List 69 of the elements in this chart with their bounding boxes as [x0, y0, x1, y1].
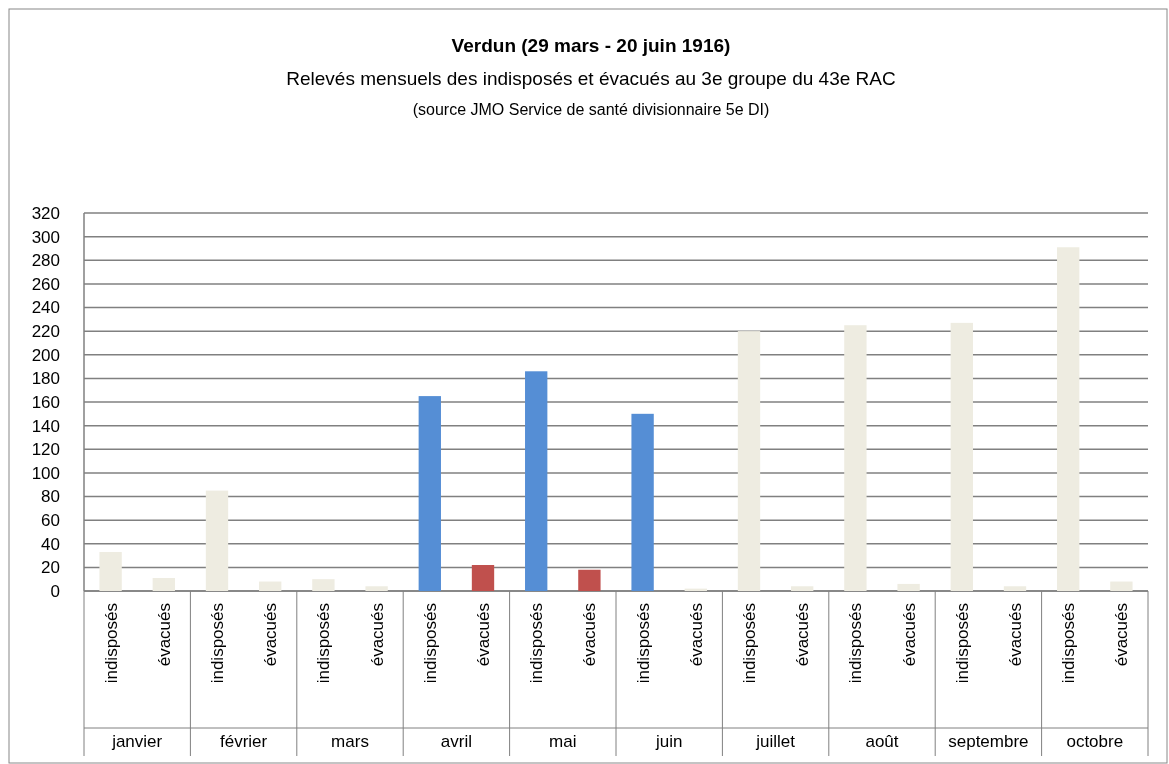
bar: [471, 565, 495, 591]
text: octobre: [1066, 732, 1124, 751]
bar: [152, 578, 175, 591]
bar: [844, 325, 867, 591]
x-tick-label: évacués: [367, 603, 387, 667]
x-tick-label: indisposés: [420, 603, 440, 684]
x-tick-label: indisposés: [314, 603, 334, 684]
bar: [791, 586, 814, 591]
y-tick-label: 260: [31, 274, 60, 294]
text: septembre: [948, 732, 1029, 751]
text: juillet: [755, 732, 796, 751]
x-tick-label: indisposés: [527, 603, 547, 684]
text: février: [219, 732, 268, 751]
y-tick-label: 200: [31, 345, 60, 365]
x-tick-label: évacués: [473, 603, 493, 667]
y-tick-label: 20: [41, 558, 60, 578]
y-tick-label: 240: [31, 298, 60, 318]
y-tick-label: 300: [31, 227, 60, 247]
bar: [525, 371, 548, 591]
bar: [365, 586, 388, 591]
bar: [205, 490, 229, 591]
bar: [1057, 247, 1080, 591]
y-tick-label: 320: [31, 203, 60, 223]
y-tick-label: 140: [31, 416, 60, 436]
x-tick-label: évacués: [154, 603, 174, 667]
text: août: [865, 732, 899, 751]
bar: [1110, 581, 1133, 591]
x-tick-label: évacués: [1005, 603, 1025, 667]
x-tick-label: indisposés: [101, 603, 121, 684]
x-tick-label: indisposés: [846, 603, 866, 684]
x-tick-label: indisposés: [952, 603, 972, 684]
y-tick-label: 220: [31, 322, 60, 342]
y-tick-label: 100: [31, 463, 60, 483]
x-tick-label: indisposés: [207, 603, 227, 684]
bar: [259, 581, 282, 591]
y-tick-label: 40: [41, 534, 60, 554]
bar: [737, 331, 761, 591]
bar: [631, 413, 654, 591]
x-tick-label: évacués: [686, 603, 706, 667]
chart-subtitle: Relevés mensuels des indisposés et évacués au 3e groupe du 43e RAC: [286, 68, 896, 89]
x-tick-label: évacués: [1112, 603, 1132, 667]
y-tick-label: 60: [41, 511, 60, 531]
x-tick-label: évacués: [793, 603, 813, 667]
y-tick-label: 0: [50, 581, 60, 601]
text: avril: [440, 732, 472, 751]
bar: [950, 322, 973, 591]
x-tick-label: évacués: [261, 603, 281, 667]
y-tick-label: 160: [31, 392, 60, 412]
x-tick-label: évacués: [580, 603, 600, 667]
bar: [418, 396, 441, 591]
bar: [897, 583, 920, 591]
text: mars: [331, 732, 369, 751]
text: (source JMO Service de santé divisionnaire 5e DI): [412, 101, 770, 118]
x-tick-label: indisposés: [739, 603, 759, 684]
text: janvier: [111, 732, 163, 751]
y-tick-label: 280: [31, 251, 60, 271]
x-tick-label: évacués: [899, 603, 919, 667]
x-tick-label: indisposés: [1059, 603, 1079, 684]
bar: [99, 552, 122, 591]
bar: [1003, 586, 1027, 591]
text: mai: [549, 732, 577, 751]
chart-title: Verdun (29 mars - 20 juin 1916): [451, 35, 731, 56]
bar: [578, 569, 601, 591]
y-tick-label: 180: [31, 369, 60, 389]
y-tick-label: 120: [31, 440, 60, 460]
text: juin: [654, 732, 683, 751]
bar: [312, 579, 335, 591]
x-tick-label: indisposés: [633, 603, 653, 684]
y-tick-label: 80: [41, 487, 60, 507]
